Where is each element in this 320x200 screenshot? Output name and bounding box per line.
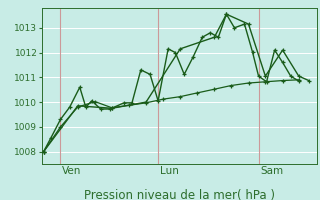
Text: Lun: Lun <box>160 166 179 176</box>
Text: Pression niveau de la mer( hPa ): Pression niveau de la mer( hPa ) <box>84 189 275 200</box>
Text: Ven: Ven <box>62 166 82 176</box>
Text: Sam: Sam <box>260 166 283 176</box>
